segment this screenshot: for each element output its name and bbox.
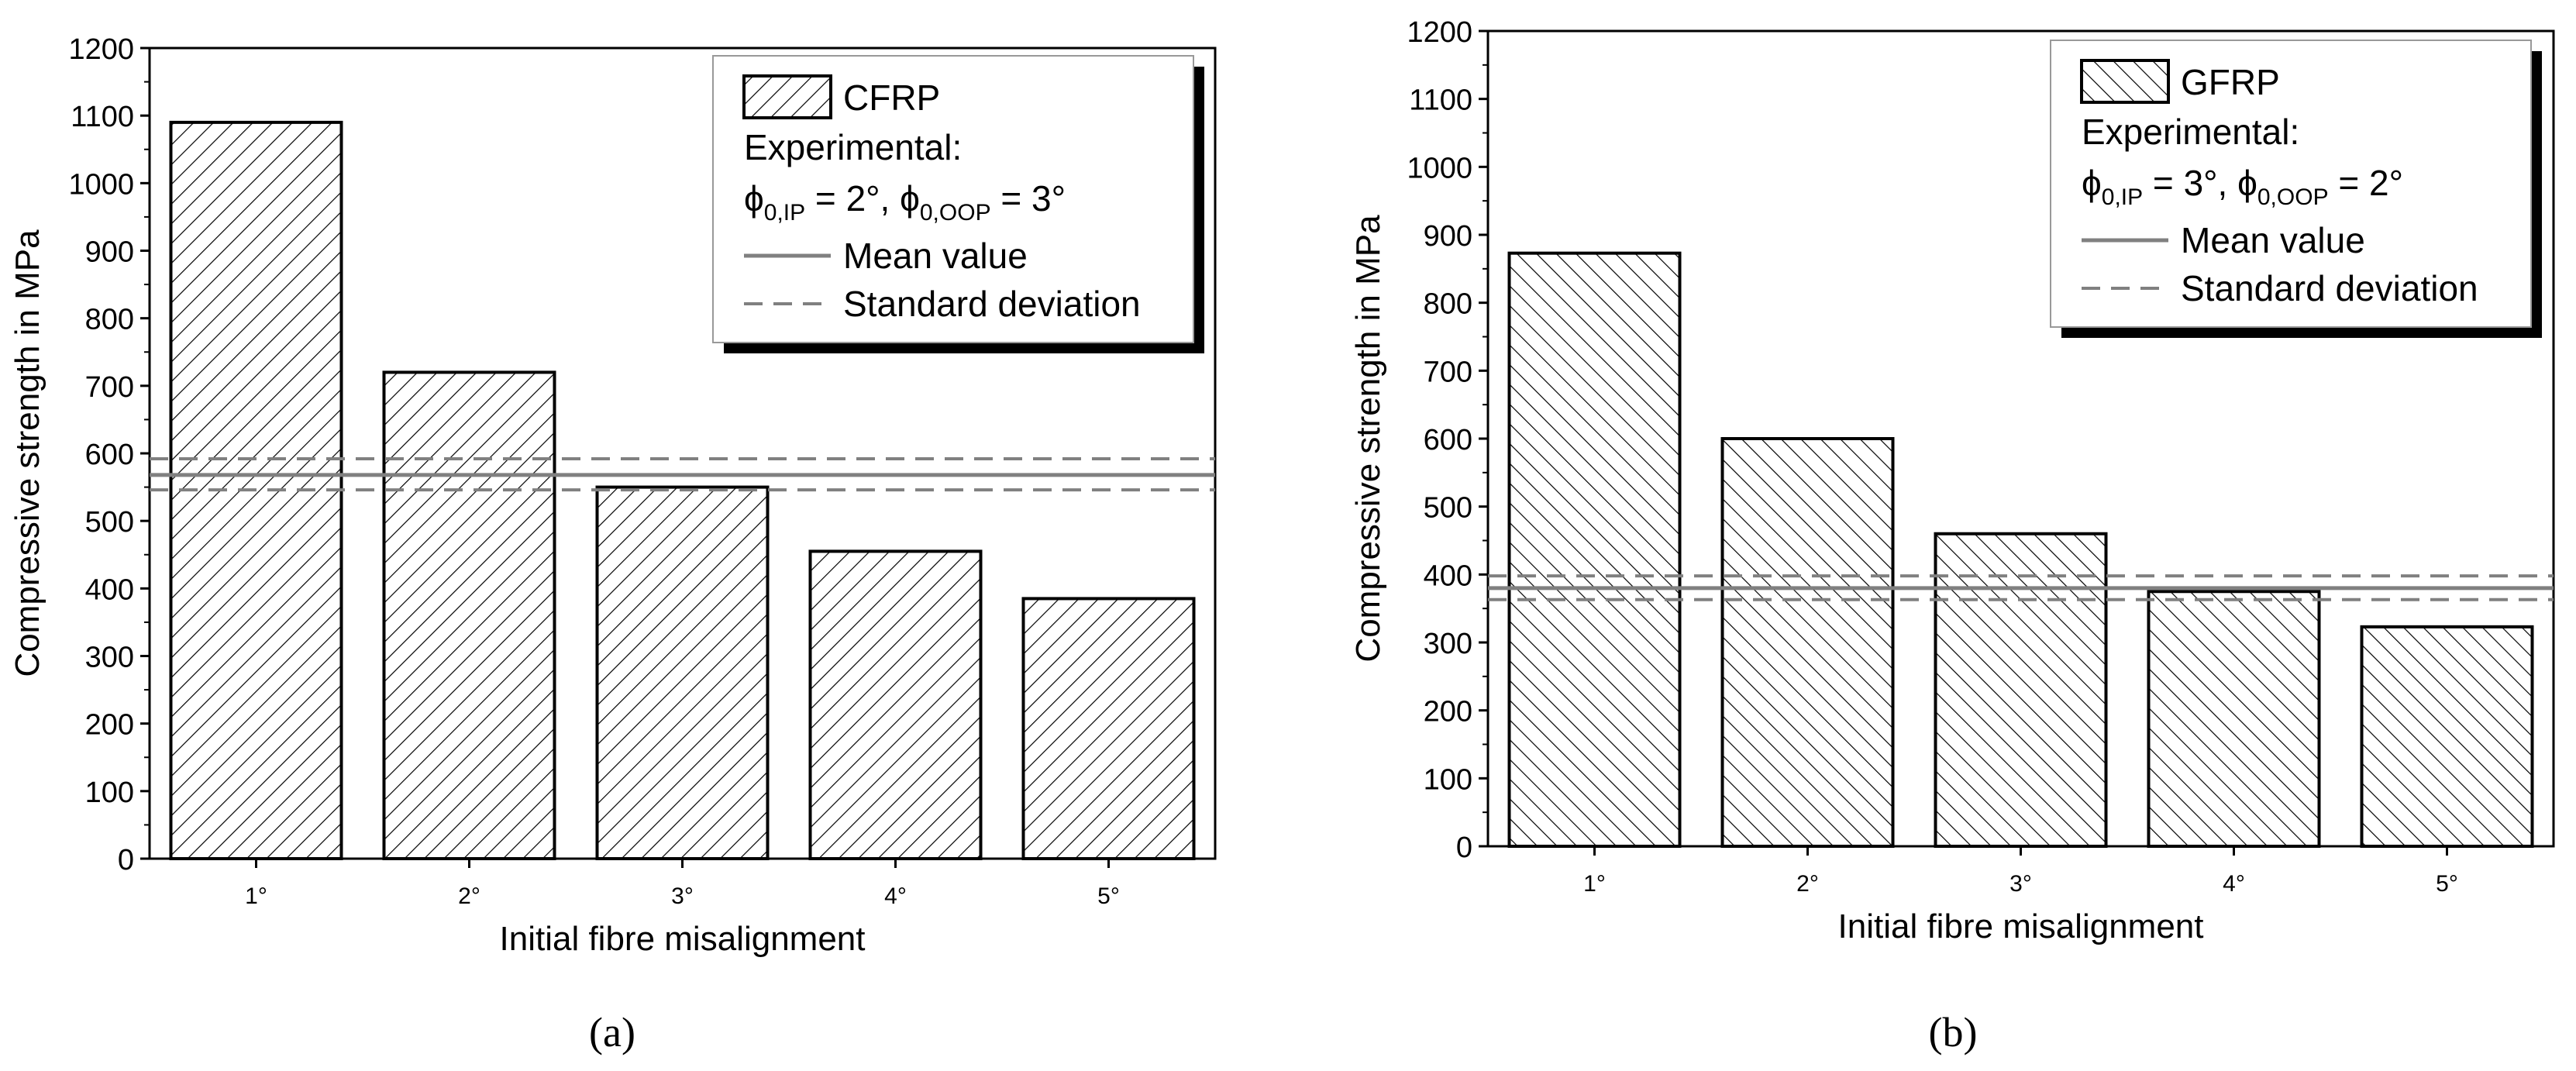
y-tick-label: 1100 — [1409, 84, 1472, 117]
x-tick-label: 5° — [1097, 883, 1120, 909]
y-tick-label: 200 — [1424, 696, 1472, 728]
legend-text: ϕ — [744, 178, 764, 219]
bar-3 — [595, 485, 770, 860]
legend-text: = 2° — [2329, 163, 2403, 203]
legend-text: = 3°, — [2143, 163, 2237, 203]
bar-3 — [1934, 532, 2108, 848]
legend-series-label: GFRP — [2181, 62, 2280, 102]
x-tick-label: 4° — [884, 883, 907, 909]
y-tick-label: 1000 — [1407, 152, 1472, 184]
x-tick-label: 2° — [1796, 871, 1819, 897]
legend-std-label: Standard deviation — [843, 284, 1141, 324]
y-tick-label: 900 — [85, 236, 134, 269]
legend-text: ϕ — [2082, 163, 2102, 203]
panel-a-caption: (a) — [589, 1009, 635, 1056]
y-tick-label: 200 — [85, 709, 134, 742]
bar-5 — [2360, 625, 2534, 848]
y-tick-label: 400 — [85, 573, 134, 606]
legend-misalignment-values: ϕ0,IP = 2°, ϕ0,OOP = 3° — [744, 178, 1066, 226]
y-tick-label: 800 — [85, 304, 134, 336]
y-tick-label: 0 — [118, 844, 134, 876]
bar-2 — [382, 370, 556, 860]
x-tick-label: 2° — [458, 883, 480, 909]
y-tick-label: 500 — [1424, 492, 1472, 525]
y-tick-label: 1200 — [68, 33, 134, 66]
legend-text: ϕ — [2237, 163, 2257, 203]
legend-misalignment-values: ϕ0,IP = 3°, ϕ0,OOP = 2° — [2082, 163, 2403, 210]
legend-experimental-label: Experimental: — [744, 127, 962, 167]
bar-5 — [1021, 597, 1196, 860]
y-tick-label: 700 — [85, 371, 134, 404]
y-tick-label: 600 — [1424, 424, 1472, 456]
bar-2 — [1720, 437, 1895, 848]
legend-subscript: 0,OOP — [920, 200, 991, 226]
y-tick-label: 300 — [85, 642, 134, 674]
legend-swatch — [2080, 59, 2170, 104]
y-tick-label: 1000 — [68, 168, 134, 201]
legend-text: = 2°, — [805, 178, 900, 219]
y-tick-label: 1200 — [1407, 16, 1472, 49]
x-tick-label: 1° — [1583, 871, 1606, 897]
legend-swatch — [742, 74, 832, 119]
y-axis-label: Compressive strength in MPa — [9, 229, 46, 677]
bar-4 — [808, 549, 983, 860]
legend-subscript: 0,OOP — [2257, 184, 2329, 210]
y-tick-label: 1100 — [71, 101, 134, 133]
legend-text: = 3° — [991, 178, 1066, 219]
y-tick-label: 500 — [85, 506, 134, 539]
y-tick-label: 100 — [85, 777, 134, 809]
panel-a-chart: 0 100 200 300 400 500 600 700 800 900 1000 1100 1200… — [9, 33, 1217, 1056]
legend-mean-label: Mean value — [2181, 220, 2365, 260]
legend-series-label: CFRP — [843, 77, 940, 118]
y-tick-label: 100 — [1424, 763, 1472, 796]
y-tick-label: 0 — [1456, 832, 1472, 864]
x-axis-label: Initial fibre misalignment — [1838, 907, 2204, 945]
panel-b-chart: 0 100 200 300 400 500 600 700 800 900 1000 1100 1200… — [1349, 16, 2555, 1056]
legend-subscript: 0,IP — [764, 200, 805, 226]
bar-4 — [2147, 590, 2321, 848]
y-tick-label: 400 — [1424, 560, 1472, 592]
legend-experimental-label: Experimental: — [2082, 112, 2299, 152]
panel-b-caption: (b) — [1929, 1009, 1978, 1056]
x-tick-label: 5° — [2436, 871, 2458, 897]
y-tick-label: 600 — [85, 439, 134, 471]
x-tick-label: 3° — [2009, 871, 2032, 897]
x-tick-label: 1° — [245, 883, 267, 909]
x-axis-label: Initial fibre misalignment — [500, 920, 866, 958]
legend-std-label: Standard deviation — [2181, 268, 2478, 308]
y-tick-label: 300 — [1424, 628, 1472, 660]
legend-text: ϕ — [900, 178, 920, 219]
y-tick-label: 900 — [1424, 220, 1472, 253]
y-tick-label: 700 — [1424, 356, 1472, 388]
x-tick-label: 4° — [2223, 871, 2245, 897]
legend-mean-label: Mean value — [843, 236, 1028, 276]
legend-subscript: 0,IP — [2102, 184, 2143, 210]
bar-1 — [1507, 251, 1682, 849]
y-tick-label: 800 — [1424, 288, 1472, 321]
y-axis-label: Compressive strength in MPa — [1349, 215, 1387, 663]
x-tick-label: 3° — [671, 883, 694, 909]
